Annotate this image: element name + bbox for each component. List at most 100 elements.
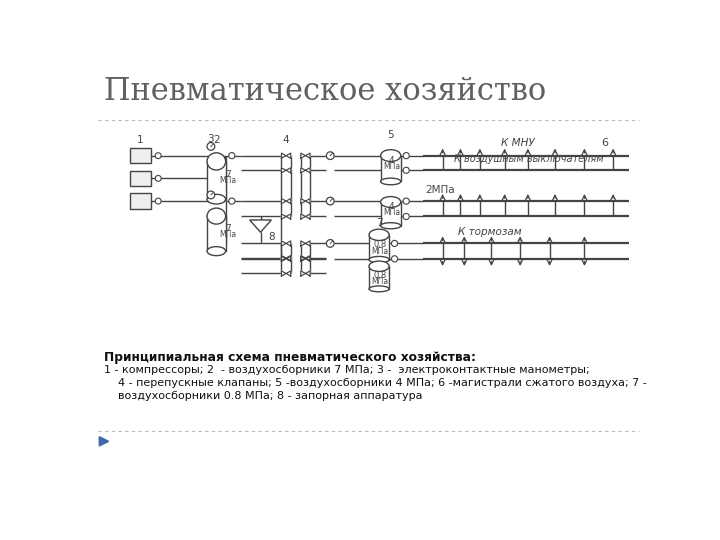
Ellipse shape bbox=[381, 222, 401, 229]
Text: К тормозам: К тормозам bbox=[458, 227, 522, 237]
Polygon shape bbox=[286, 271, 291, 276]
Bar bbox=[207, 161, 225, 199]
Text: МПа: МПа bbox=[372, 278, 388, 286]
Ellipse shape bbox=[207, 247, 225, 255]
Ellipse shape bbox=[369, 229, 389, 240]
Bar bbox=[381, 156, 401, 181]
Ellipse shape bbox=[369, 261, 389, 272]
Circle shape bbox=[156, 198, 161, 204]
Text: 3: 3 bbox=[207, 134, 215, 144]
Bar bbox=[369, 235, 389, 260]
Polygon shape bbox=[282, 199, 286, 204]
Polygon shape bbox=[301, 241, 305, 246]
Circle shape bbox=[156, 176, 161, 181]
Circle shape bbox=[326, 197, 334, 205]
Text: 7: 7 bbox=[225, 170, 231, 179]
Text: 2: 2 bbox=[213, 135, 220, 145]
Bar bbox=[130, 171, 151, 186]
Text: 4 - перепускные клапаны; 5 -воздухосборники 4 МПа; 6 -магистрали сжатого воздуха: 4 - перепускные клапаны; 5 -воздухосборн… bbox=[104, 378, 647, 388]
Polygon shape bbox=[282, 271, 286, 276]
Ellipse shape bbox=[207, 153, 225, 170]
Text: МПа: МПа bbox=[372, 247, 388, 255]
Text: 4: 4 bbox=[283, 135, 289, 145]
Circle shape bbox=[229, 153, 235, 159]
Bar bbox=[207, 216, 225, 251]
Polygon shape bbox=[305, 255, 310, 261]
Polygon shape bbox=[301, 153, 305, 158]
Text: 0,8: 0,8 bbox=[373, 271, 387, 280]
Text: 0,8: 0,8 bbox=[373, 240, 387, 249]
Bar bbox=[130, 193, 151, 209]
Circle shape bbox=[403, 213, 409, 220]
Polygon shape bbox=[282, 153, 286, 158]
Polygon shape bbox=[301, 199, 305, 204]
Polygon shape bbox=[286, 214, 291, 219]
Polygon shape bbox=[305, 256, 310, 261]
Text: 8: 8 bbox=[269, 232, 275, 242]
Bar bbox=[130, 148, 151, 164]
Text: Принципиальная схема пневматического хозяйства:: Принципиальная схема пневматического хоз… bbox=[104, 351, 476, 364]
Polygon shape bbox=[305, 168, 310, 173]
Circle shape bbox=[403, 167, 409, 173]
Polygon shape bbox=[99, 437, 109, 446]
Circle shape bbox=[207, 143, 215, 150]
Polygon shape bbox=[250, 220, 271, 232]
Text: 6: 6 bbox=[601, 138, 608, 147]
Circle shape bbox=[326, 240, 334, 247]
Text: воздухосборники 0.8 МПа; 8 - запорная аппаратура: воздухосборники 0.8 МПа; 8 - запорная ап… bbox=[104, 392, 423, 401]
Text: МПа: МПа bbox=[383, 208, 400, 217]
Polygon shape bbox=[282, 255, 286, 261]
Text: 7: 7 bbox=[225, 224, 231, 233]
Circle shape bbox=[392, 256, 397, 262]
Text: МПа: МПа bbox=[220, 176, 236, 185]
Ellipse shape bbox=[381, 150, 401, 161]
Text: МПа: МПа bbox=[383, 163, 400, 171]
Polygon shape bbox=[282, 241, 286, 246]
Circle shape bbox=[403, 153, 409, 159]
Polygon shape bbox=[305, 214, 310, 219]
Polygon shape bbox=[301, 168, 305, 173]
Text: 4: 4 bbox=[389, 202, 395, 211]
Text: К воздушным выключателям: К воздушным выключателям bbox=[454, 154, 604, 164]
Polygon shape bbox=[286, 241, 291, 246]
Polygon shape bbox=[305, 153, 310, 158]
Text: 2МПа: 2МПа bbox=[426, 185, 455, 195]
Polygon shape bbox=[286, 168, 291, 173]
Polygon shape bbox=[305, 199, 310, 204]
Text: К МНУ: К МНУ bbox=[500, 138, 534, 147]
Ellipse shape bbox=[207, 208, 225, 224]
Polygon shape bbox=[282, 214, 286, 219]
Ellipse shape bbox=[381, 178, 401, 185]
Polygon shape bbox=[301, 255, 305, 261]
Circle shape bbox=[392, 240, 397, 247]
Text: 5: 5 bbox=[387, 130, 394, 140]
Polygon shape bbox=[282, 256, 286, 261]
Polygon shape bbox=[286, 255, 291, 261]
Text: Пневматическое хозяйство: Пневматическое хозяйство bbox=[104, 76, 546, 107]
Polygon shape bbox=[286, 199, 291, 204]
Ellipse shape bbox=[369, 286, 389, 292]
Text: 1 - компрессоры; 2  - воздухосборники 7 МПа; 3 -  электроконтактные манометры;: 1 - компрессоры; 2 - воздухосборники 7 М… bbox=[104, 365, 590, 375]
Polygon shape bbox=[301, 214, 305, 219]
Polygon shape bbox=[286, 256, 291, 261]
Text: 7: 7 bbox=[376, 218, 382, 228]
Bar bbox=[369, 266, 389, 289]
Text: МПа: МПа bbox=[220, 230, 236, 239]
Ellipse shape bbox=[369, 256, 389, 263]
Bar bbox=[381, 202, 401, 226]
Ellipse shape bbox=[381, 197, 401, 207]
Polygon shape bbox=[286, 153, 291, 158]
Circle shape bbox=[207, 191, 215, 199]
Text: 4: 4 bbox=[389, 156, 395, 165]
Polygon shape bbox=[305, 271, 310, 276]
Circle shape bbox=[156, 153, 161, 159]
Polygon shape bbox=[301, 256, 305, 261]
Polygon shape bbox=[282, 168, 286, 173]
Ellipse shape bbox=[207, 194, 225, 204]
Circle shape bbox=[403, 198, 409, 204]
Circle shape bbox=[229, 198, 235, 204]
Text: 1: 1 bbox=[137, 135, 144, 145]
Polygon shape bbox=[305, 241, 310, 246]
Circle shape bbox=[326, 152, 334, 159]
Polygon shape bbox=[301, 271, 305, 276]
